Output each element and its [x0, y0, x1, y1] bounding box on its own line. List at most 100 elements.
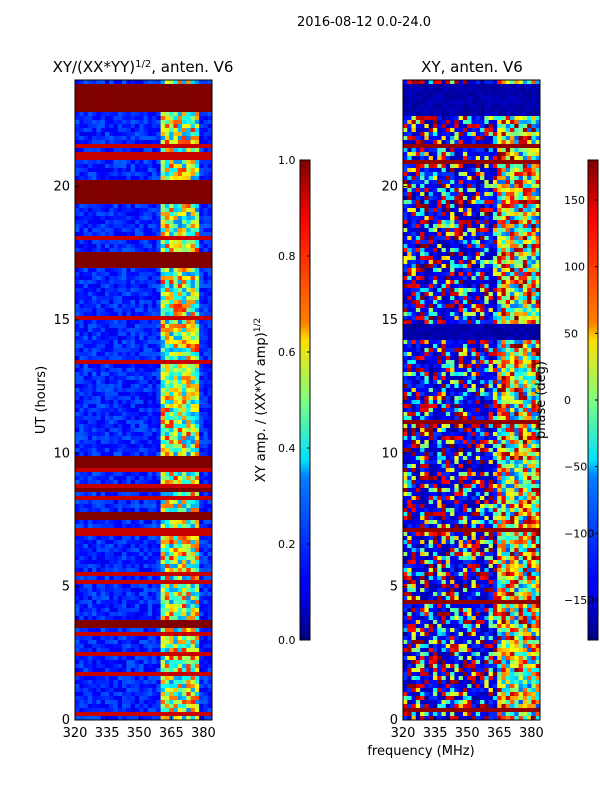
heatmap-cell: [203, 548, 209, 553]
heatmap-cell: [130, 664, 136, 669]
heatmap-cell: [83, 224, 89, 229]
heatmap-cell: [152, 592, 157, 597]
heatmap-cell: [117, 468, 123, 473]
heatmap-cell: [164, 560, 170, 565]
heatmap-cell: [177, 120, 183, 125]
heatmap-cell: [117, 144, 123, 149]
heatmap-cell: [152, 608, 157, 613]
heatmap-cell: [130, 396, 136, 401]
heatmap-cell: [169, 472, 174, 477]
heatmap-cell: [199, 556, 204, 561]
heatmap-cell: [173, 140, 179, 145]
heatmap-cell: [113, 672, 119, 677]
heatmap-cell: [122, 484, 127, 489]
heatmap-cell: [117, 528, 123, 533]
heatmap-cell: [139, 400, 144, 405]
heatmap-cell: [87, 100, 93, 105]
heatmap-cell: [117, 276, 123, 281]
heatmap-cell: [169, 452, 174, 457]
heatmap-cell: [156, 504, 161, 509]
heatmap-cell: [160, 104, 166, 109]
heatmap-cell: [96, 292, 101, 297]
heatmap-cell: [100, 520, 106, 525]
heatmap-cell: [186, 476, 191, 481]
heatmap-cell: [139, 420, 144, 425]
heatmap-cell: [186, 464, 191, 469]
heatmap-cell: [109, 480, 114, 485]
heatmap-cell: [87, 364, 93, 369]
heatmap-cell: [122, 148, 127, 153]
heatmap-cell: [96, 380, 101, 385]
heatmap-cell: [203, 264, 209, 269]
heatmap-cell: [83, 348, 89, 353]
heatmap-cell: [199, 664, 204, 669]
heatmap-cell: [104, 156, 110, 161]
heatmap-cell: [126, 668, 131, 673]
heatmap-cell: [92, 516, 97, 521]
heatmap-cell: [186, 116, 191, 121]
heatmap-cell: [203, 616, 209, 621]
heatmap-cell: [104, 560, 110, 565]
heatmap-cell: [194, 332, 200, 337]
heatmap-row: [75, 208, 213, 213]
heatmap-cell: [104, 372, 110, 377]
heatmap-cell: [203, 224, 209, 229]
heatmap-cell: [169, 384, 174, 389]
heatmap-cell: [177, 408, 183, 413]
heatmap-cell: [160, 92, 166, 97]
heatmap-cell: [203, 480, 209, 485]
heatmap-cell: [92, 324, 97, 329]
heatmap-cell: [104, 596, 110, 601]
heatmap-cell: [134, 464, 140, 469]
heatmap-cell: [109, 144, 114, 149]
heatmap-cell: [160, 204, 166, 209]
heatmap-cell: [203, 436, 209, 441]
heatmap-row: [75, 336, 213, 341]
heatmap-cell: [83, 460, 89, 465]
heatmap-cell: [177, 208, 183, 213]
heatmap-cell: [92, 116, 97, 121]
heatmap-cell: [75, 396, 80, 401]
heatmap-cell: [134, 120, 140, 125]
heatmap-cell: [100, 84, 106, 89]
heatmap-cell: [92, 684, 97, 689]
heatmap-cell: [190, 424, 196, 429]
heatmap-cell: [130, 660, 136, 665]
heatmap-cell: [156, 372, 161, 377]
heatmap-cell: [169, 188, 174, 193]
heatmap-cell: [173, 592, 179, 597]
heatmap-cell: [164, 664, 170, 669]
heatmap-cell: [177, 264, 183, 269]
heatmap-cell: [143, 136, 149, 141]
heatmap-cell: [147, 420, 153, 425]
heatmap-cell: [207, 176, 213, 181]
heatmap-cell: [83, 340, 89, 345]
heatmap-cell: [130, 508, 136, 513]
heatmap-cell: [96, 672, 101, 677]
heatmap-cell: [126, 328, 131, 333]
heatmap-cell: [143, 336, 149, 341]
heatmap-cell: [130, 608, 136, 613]
heatmap-cell: [130, 668, 136, 673]
heatmap-cell: [194, 372, 200, 377]
heatmap-cell: [182, 476, 187, 481]
heatmap-cell: [75, 160, 80, 165]
heatmap-cell: [160, 368, 166, 373]
heatmap-cell: [199, 632, 204, 637]
heatmap-cell: [152, 596, 157, 601]
heatmap-cell: [207, 288, 213, 293]
heatmap-cell: [134, 532, 140, 537]
heatmap-cell: [104, 416, 110, 421]
heatmap-cell: [109, 204, 114, 209]
heatmap-cell: [104, 512, 110, 517]
heatmap-cell: [134, 636, 140, 641]
heatmap-cell: [160, 460, 166, 465]
heatmap-cell: [96, 668, 101, 673]
heatmap-cell: [104, 492, 110, 497]
heatmap-cell: [190, 304, 196, 309]
heatmap-cell: [92, 212, 97, 217]
heatmap-cell: [169, 576, 174, 581]
heatmap-cell: [207, 424, 213, 429]
heatmap-cell: [152, 300, 157, 305]
heatmap-cell: [130, 624, 136, 629]
